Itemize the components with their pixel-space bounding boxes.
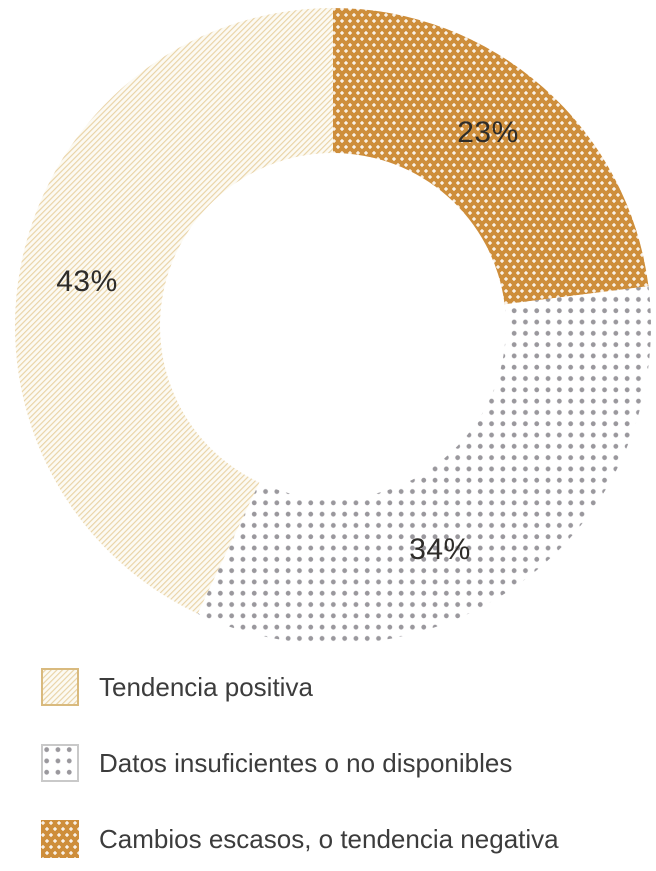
legend-label: Cambios escasos, o tendencia negativa [99,823,559,854]
segment-cambios-escasos [333,8,649,305]
legend-swatch-gray-dots-icon [41,744,79,782]
data-label-cambios-escasos: 23% [457,116,519,149]
donut-chart: 23% 34% 43% [14,8,651,645]
legend-item-cambios-escasos: Cambios escasos, o tendencia negativa [41,820,559,858]
legend-item-datos-insuficientes: Datos insuficientes o no disponibles [41,744,559,782]
data-label-tendencia-positiva: 43% [56,265,118,298]
donut-segments [14,8,651,645]
legend-label: Tendencia positiva [99,671,313,702]
donut-svg [14,8,651,645]
data-label-datos-insuficientes: 34% [409,533,471,566]
segment-tendencia-positiva [14,8,334,614]
legend-item-tendencia-positiva: Tendencia positiva [41,668,559,706]
segment-datos-insuficientes [197,286,651,645]
legend-label: Datos insuficientes o no disponibles [99,747,513,778]
legend-swatch-hatch-icon [41,668,79,706]
legend: Tendencia positiva Datos insuficientes o… [41,668,559,858]
legend-swatch-orange-dots-icon [41,820,79,858]
